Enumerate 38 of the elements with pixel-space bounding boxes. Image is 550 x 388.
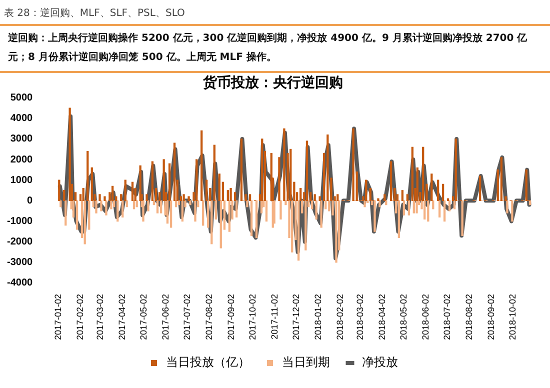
x-tick-label: 2018-03-02 [354, 294, 365, 340]
x-tick-label: 2017-03-02 [94, 294, 105, 340]
x-tick-label: 2017-06-02 [160, 294, 170, 340]
x-tick-label: 2018-10-02 [507, 294, 518, 340]
legend-label: 净投放 [362, 355, 398, 370]
x-tick-label: 2017-02-02 [75, 294, 86, 340]
x-tick-label: 2018-07-02 [442, 294, 452, 340]
y-tick-label: -2000 [7, 236, 34, 248]
x-tick-label: 2018-05-02 [398, 294, 408, 340]
text: 表 28：逆回购、MLF、SLF、PSL、SLO [0, 0, 550, 26]
y-tick-label: 5000 [10, 92, 34, 104]
x-tick-label: 2017-07-02 [182, 294, 192, 340]
legend-label: 当日到期 [282, 355, 330, 370]
x-tick-label: 2017-09-02 [226, 294, 236, 340]
legend-label: 当日投放（亿） [166, 355, 250, 370]
x-tick-label: 2017-05-02 [138, 294, 148, 340]
x-tick-label: 2018-09-02 [486, 294, 496, 340]
x-tick-label: 2018-01-02 [312, 294, 323, 340]
y-tick-label: -3000 [7, 257, 34, 268]
text: 逆回购：上周央行逆回购操作 5200 亿元，300 亿逆回购到期，净投放 4900 亿。9 月累计逆回购净投放 2700 亿元；8 月份累计逆回购净回笼 500 亿。上周无 MLF 操作。 [0, 26, 550, 73]
y-tick-label: 4000 [10, 113, 34, 124]
x-tick-label: 2017-10-02 [247, 294, 258, 340]
y-tick-label: -4000 [7, 278, 34, 289]
x-tick-label: 2018-06-02 [420, 294, 430, 340]
x-tick-label: 2017-12-02 [290, 294, 301, 340]
x-tick-label: 2017-04-02 [117, 294, 128, 340]
y-tick-label: -1000 [7, 216, 34, 227]
x-tick-label: 2018-02-02 [334, 294, 345, 340]
chart-title: 货币投放：央行逆回购 [202, 74, 343, 92]
y-tick-label: 0 [27, 195, 34, 206]
x-tick-label: 2017-08-02 [204, 294, 214, 340]
y-tick-label: 2000 [10, 154, 34, 166]
x-tick-label: 2017-11-02 [269, 294, 280, 340]
x-tick-label: 2017-01-02 [52, 294, 63, 340]
x-tick-label: 2018-08-02 [464, 294, 474, 340]
y-tick-label: 1000 [10, 174, 34, 186]
x-tick-label: 2018-04-02 [377, 294, 388, 340]
y-tick-label: 3000 [10, 134, 34, 145]
